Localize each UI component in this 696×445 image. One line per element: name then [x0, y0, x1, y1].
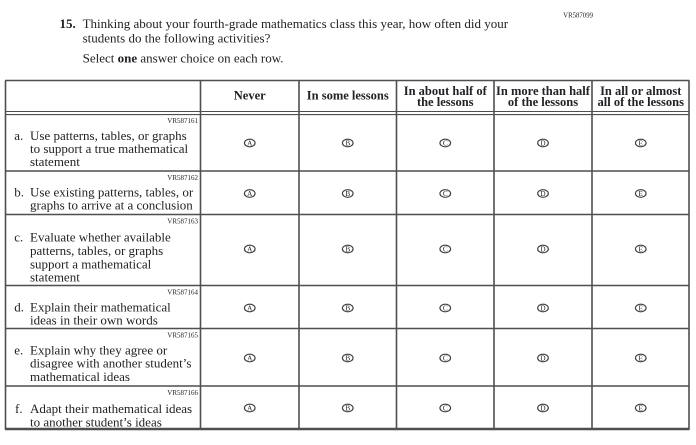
svg-text:C: C [443, 405, 448, 413]
svg-text:e.: e. [14, 342, 23, 357]
svg-text:a.: a. [14, 128, 23, 143]
svg-text:B: B [345, 246, 350, 254]
svg-text:In more than half: In more than half [496, 84, 591, 98]
svg-text:In all or almost: In all or almost [600, 84, 682, 98]
svg-text:E: E [639, 140, 644, 148]
svg-text:A: A [247, 405, 253, 413]
svg-text:disagree with another student’: disagree with another student’s [30, 356, 191, 371]
svg-text:A: A [247, 355, 253, 363]
svg-text:VR587099: VR587099 [563, 13, 593, 20]
svg-text:support a mathematical: support a mathematical [30, 256, 152, 271]
svg-text:B: B [345, 305, 350, 313]
svg-text:Adapt their mathematical ideas: Adapt their mathematical ideas [30, 401, 192, 416]
svg-text:E: E [639, 305, 644, 313]
svg-text:Explain why they agree or: Explain why they agree or [30, 342, 168, 357]
svg-text:Use patterns, tables, or graph: Use patterns, tables, or graphs [30, 128, 187, 143]
svg-text:B: B [345, 355, 350, 363]
svg-text:VR587166: VR587166 [167, 389, 198, 397]
svg-text:C: C [443, 246, 448, 254]
svg-text:C: C [443, 190, 448, 198]
svg-text:In some lessons: In some lessons [307, 89, 389, 103]
svg-text:D: D [540, 405, 545, 413]
svg-text:statement: statement [30, 154, 80, 169]
svg-text:In about half of: In about half of [404, 84, 488, 98]
svg-text:d.: d. [14, 299, 24, 314]
svg-text:mathematical ideas: mathematical ideas [30, 369, 130, 384]
svg-text:D: D [540, 305, 545, 313]
svg-text:all of the lessons: all of the lessons [598, 95, 685, 109]
svg-text:patterns, tables, or graphs: patterns, tables, or graphs [30, 243, 163, 258]
svg-text:to another student’s ideas: to another student’s ideas [30, 414, 162, 429]
svg-text:b.: b. [14, 185, 24, 200]
svg-text:Select one answer choice on ea: Select one answer choice on each row. [83, 50, 284, 65]
svg-text:VR587162: VR587162 [167, 174, 198, 182]
svg-text:E: E [639, 405, 644, 413]
svg-text:B: B [345, 405, 350, 413]
svg-text:Explain their mathematical: Explain their mathematical [30, 299, 171, 314]
svg-text:VR587163: VR587163 [167, 218, 198, 226]
svg-text:of the lessons: of the lessons [508, 95, 578, 109]
svg-text:C: C [443, 140, 448, 148]
svg-text:D: D [540, 246, 545, 254]
svg-text:Evaluate whether available: Evaluate whether available [30, 230, 171, 245]
svg-text:C: C [443, 305, 448, 313]
svg-text:A: A [247, 305, 253, 313]
svg-text:Thinking about your fourth-gra: Thinking about your fourth-grade mathema… [83, 16, 509, 31]
svg-text:f.: f. [15, 401, 23, 416]
svg-text:B: B [345, 190, 350, 198]
svg-text:the lessons: the lessons [417, 95, 474, 109]
svg-text:E: E [639, 246, 644, 254]
svg-text:A: A [247, 246, 253, 254]
svg-text:graphs to arrive at a conclusi: graphs to arrive at a conclusion [30, 198, 193, 213]
svg-text:A: A [247, 140, 253, 148]
svg-text:c.: c. [14, 230, 23, 245]
svg-text:E: E [639, 355, 644, 363]
svg-text:students do the following acti: students do the following activities? [83, 30, 271, 45]
svg-text:E: E [639, 190, 644, 198]
svg-text:Never: Never [234, 89, 266, 103]
svg-text:VR587161: VR587161 [167, 117, 198, 125]
svg-text:B: B [345, 140, 350, 148]
svg-text:Use existing patterns, tables,: Use existing patterns, tables, or [30, 185, 194, 200]
svg-text:15.: 15. [60, 16, 76, 31]
svg-text:VR587165: VR587165 [167, 332, 198, 340]
svg-text:C: C [443, 355, 448, 363]
svg-text:D: D [540, 355, 545, 363]
svg-text:to support a true mathematical: to support a true mathematical [30, 141, 189, 156]
svg-text:A: A [247, 190, 253, 198]
svg-text:ideas in their own words: ideas in their own words [30, 313, 158, 328]
svg-text:D: D [540, 140, 545, 148]
svg-text:statement: statement [30, 270, 80, 285]
svg-text:D: D [540, 190, 545, 198]
svg-text:VR587164: VR587164 [167, 289, 198, 297]
